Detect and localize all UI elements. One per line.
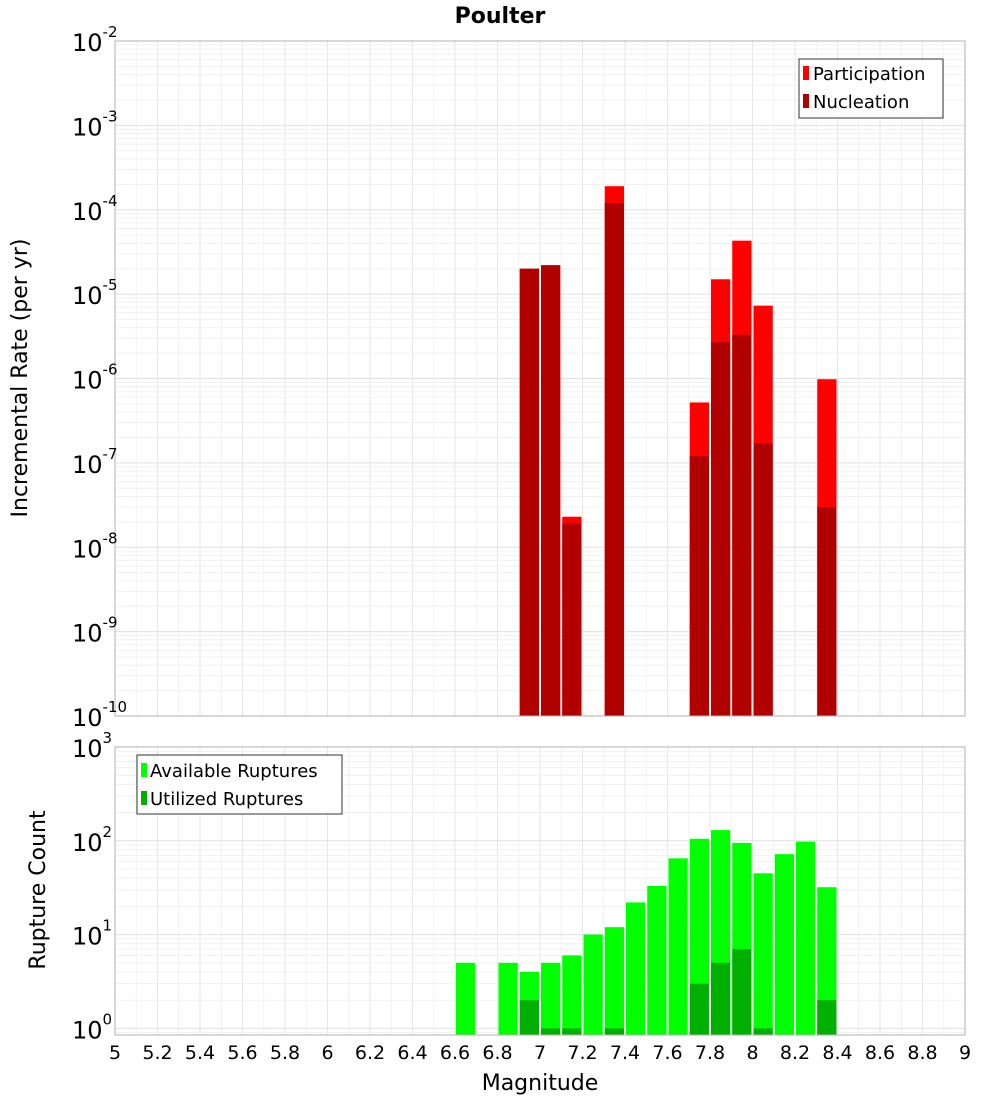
nucleation-bar: [711, 342, 731, 716]
text-layer: 5 5.2 5.4 5.6 5.8 6 6.2 6.4 6.6 6.8 7 7.2 7.4 7.6 7.8 8…: [72, 23, 971, 1064]
top-legend: Participation Nucleation: [798, 58, 944, 119]
available-ruptures-bar: [774, 854, 794, 1035]
utilized-ruptures-bar: [732, 949, 752, 1035]
legend-label-nucleation: Nucleation: [813, 92, 909, 113]
x-tick-label: 5.6: [227, 1042, 257, 1064]
nucleation-bar: [689, 456, 709, 716]
available-ruptures-bar: [668, 858, 688, 1035]
utilized-ruptures-bar: [562, 1028, 582, 1035]
chart-title: Poulter: [455, 4, 546, 29]
x-tick-label: 8: [746, 1042, 758, 1064]
y-tick-label: 10-7: [72, 445, 118, 479]
nucleation-bar: [732, 334, 752, 716]
nucleation-bar: [604, 203, 624, 716]
x-axis-label: Magnitude: [482, 1071, 599, 1096]
x-tick-label: 6: [321, 1042, 333, 1064]
nucleation-bar: [519, 268, 539, 716]
y-tick-label: 101: [72, 917, 112, 951]
x-tick-label: 9: [959, 1042, 971, 1064]
utilized-ruptures-bar: [604, 1028, 624, 1035]
legend-swatch-available: [141, 763, 147, 777]
x-tick-label: 7.2: [567, 1042, 597, 1064]
available-ruptures-bar: [562, 955, 582, 1035]
x-tick-label: 8.8: [907, 1042, 937, 1064]
utilized-ruptures-bar: [711, 962, 731, 1035]
top-y-axis-label: Incremental Rate (per yr): [8, 239, 33, 518]
y-tick-label: 10-5: [72, 276, 118, 310]
bottom-y-axis-label: Rupture Count: [26, 810, 51, 970]
available-ruptures-bar: [456, 962, 476, 1035]
available-ruptures-bar: [583, 934, 603, 1035]
y-tick-label: 10-10: [72, 698, 127, 732]
x-tick-label: 7.6: [652, 1042, 682, 1064]
y-tick-label: 10-4: [72, 192, 118, 226]
nucleation-bar: [753, 443, 773, 716]
top-plot-frame: [114, 40, 966, 717]
y-tick-label: 103: [72, 729, 112, 763]
frame-layer: [114, 40, 966, 1036]
legend-swatch-participation: [803, 66, 809, 80]
y-tick-label: 100: [72, 1010, 112, 1044]
x-tick-label: 8.6: [865, 1042, 895, 1064]
legend-swatch-utilized: [141, 791, 147, 805]
y-tick-label: 10-8: [72, 529, 118, 563]
nucleation-bar: [562, 523, 582, 716]
available-ruptures-bar: [817, 887, 837, 1035]
x-tick-label: 7: [534, 1042, 546, 1064]
y-tick-label: 10-3: [72, 107, 118, 141]
available-ruptures-bar: [604, 927, 624, 1035]
available-ruptures-bar: [647, 885, 667, 1035]
x-tick-label: 8.4: [822, 1042, 852, 1064]
y-tick-label: 10-6: [72, 361, 118, 395]
nucleation-bar: [817, 506, 837, 716]
grid-layer: [114, 40, 966, 1035]
legend-label-participation: Participation: [813, 64, 925, 85]
utilized-ruptures-bar: [817, 1000, 837, 1035]
available-ruptures-bar: [753, 873, 773, 1035]
x-tick-label: 6.6: [440, 1042, 470, 1064]
y-tick-label: 102: [72, 823, 112, 857]
available-ruptures-bar: [796, 841, 816, 1035]
available-ruptures-bar: [626, 902, 646, 1035]
bottom-legend-box: [136, 754, 343, 815]
x-tick-label: 5.2: [142, 1042, 172, 1064]
x-tick-label: 5.8: [270, 1042, 300, 1064]
utilized-ruptures-bar: [519, 1000, 539, 1035]
y-tick-label: 10-2: [72, 23, 118, 57]
x-tick-label: 7.8: [695, 1042, 725, 1064]
utilized-ruptures-bar: [541, 1028, 561, 1035]
utilized-ruptures-bar: [753, 1028, 773, 1035]
y-tick-label: 10-9: [72, 614, 118, 648]
top-legend-box: [798, 58, 944, 119]
x-tick-label: 5.4: [185, 1042, 215, 1064]
bottom-plot-frame: [114, 746, 966, 1036]
x-tick-label: 6.2: [355, 1042, 385, 1064]
nucleation-bar: [541, 265, 561, 716]
x-tick-label: 7.4: [610, 1042, 640, 1064]
x-tick-label: 6.8: [482, 1042, 512, 1064]
x-tick-label: 5: [109, 1042, 121, 1064]
bottom-legend: Available Ruptures Utilized Ruptures: [136, 754, 343, 815]
legend-label-available: Available Ruptures: [150, 761, 318, 782]
available-ruptures-bar: [498, 962, 518, 1035]
x-tick-label: 6.4: [397, 1042, 427, 1064]
legend-swatch-nucleation: [803, 94, 809, 108]
bars-layer: [456, 186, 837, 1035]
utilized-ruptures-bar: [689, 983, 709, 1035]
available-ruptures-bar: [541, 962, 561, 1035]
x-tick-label: 8.2: [780, 1042, 810, 1064]
legend-label-utilized: Utilized Ruptures: [150, 789, 303, 810]
